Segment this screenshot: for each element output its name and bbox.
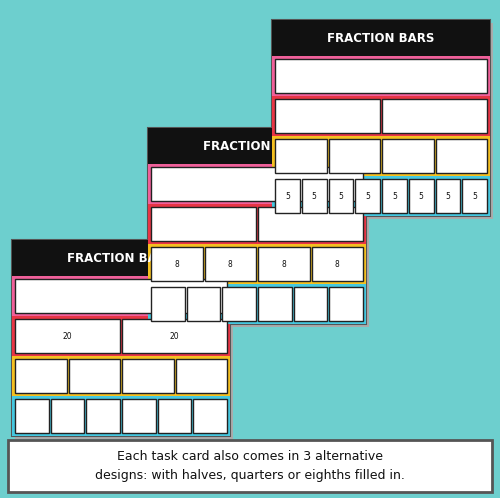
Bar	[272, 20, 490, 56]
Bar	[382, 139, 434, 173]
Text: FRACTION BARS: FRACTION BARS	[204, 139, 310, 152]
Text: Each task card also comes in 3 alternative
designs: with halves, quarters or eig: Each task card also comes in 3 alternati…	[95, 450, 405, 482]
Bar	[176, 359, 227, 393]
Bar	[258, 207, 363, 241]
Bar	[302, 179, 326, 213]
Text: 5: 5	[418, 192, 424, 201]
Bar	[15, 319, 120, 353]
Bar	[151, 207, 256, 241]
Bar	[158, 399, 192, 433]
Bar	[275, 179, 300, 213]
Bar	[275, 23, 493, 219]
Bar	[68, 359, 120, 393]
Bar	[382, 99, 487, 133]
Bar	[12, 316, 230, 356]
Bar	[122, 319, 227, 353]
Text: FRACTION BARS: FRACTION BARS	[68, 251, 174, 264]
Bar	[272, 96, 490, 136]
Bar	[382, 179, 407, 213]
Text: 8: 8	[335, 259, 340, 268]
Bar	[148, 204, 366, 244]
Bar	[148, 128, 366, 164]
Text: 20: 20	[62, 332, 72, 341]
Bar	[258, 247, 310, 281]
Bar	[275, 59, 487, 93]
Bar	[148, 284, 366, 324]
Text: 5: 5	[472, 192, 477, 201]
Bar	[328, 179, 353, 213]
Bar	[328, 139, 380, 173]
Bar	[194, 399, 227, 433]
Bar	[151, 287, 184, 321]
Bar	[15, 243, 233, 439]
Bar	[204, 247, 256, 281]
Bar	[151, 131, 369, 327]
Bar	[151, 247, 203, 281]
Bar	[436, 179, 460, 213]
Bar	[355, 179, 380, 213]
Bar	[222, 287, 256, 321]
Bar	[258, 287, 292, 321]
Bar	[122, 399, 156, 433]
Bar	[12, 240, 230, 276]
Text: 5: 5	[365, 192, 370, 201]
Bar	[122, 359, 174, 393]
Text: FRACTION BARS: FRACTION BARS	[328, 31, 434, 44]
Bar	[50, 399, 84, 433]
Text: 5: 5	[312, 192, 316, 201]
Bar	[186, 287, 220, 321]
Text: 5: 5	[285, 192, 290, 201]
Bar	[275, 139, 326, 173]
Text: 5: 5	[392, 192, 397, 201]
Bar	[12, 396, 230, 436]
Bar	[312, 247, 363, 281]
Bar	[272, 20, 490, 216]
Bar	[148, 128, 366, 324]
Bar	[15, 359, 66, 393]
Text: 5: 5	[446, 192, 450, 201]
Bar	[409, 179, 434, 213]
Bar	[12, 356, 230, 396]
Text: 5: 5	[338, 192, 344, 201]
Bar	[272, 56, 490, 96]
Bar	[330, 287, 363, 321]
Bar	[15, 399, 48, 433]
Bar	[15, 279, 227, 313]
Bar	[275, 99, 380, 133]
Bar	[462, 179, 487, 213]
Bar	[148, 164, 366, 204]
Bar	[148, 244, 366, 284]
Bar	[272, 176, 490, 216]
Text: 8: 8	[174, 259, 179, 268]
Text: 20: 20	[170, 332, 179, 341]
Bar	[12, 240, 230, 436]
Bar	[272, 136, 490, 176]
Bar	[294, 287, 328, 321]
Bar	[8, 440, 492, 492]
Bar	[12, 276, 230, 316]
Text: 8: 8	[228, 259, 232, 268]
Text: 8: 8	[282, 259, 286, 268]
Bar	[86, 399, 120, 433]
Bar	[436, 139, 487, 173]
Bar	[151, 167, 363, 201]
